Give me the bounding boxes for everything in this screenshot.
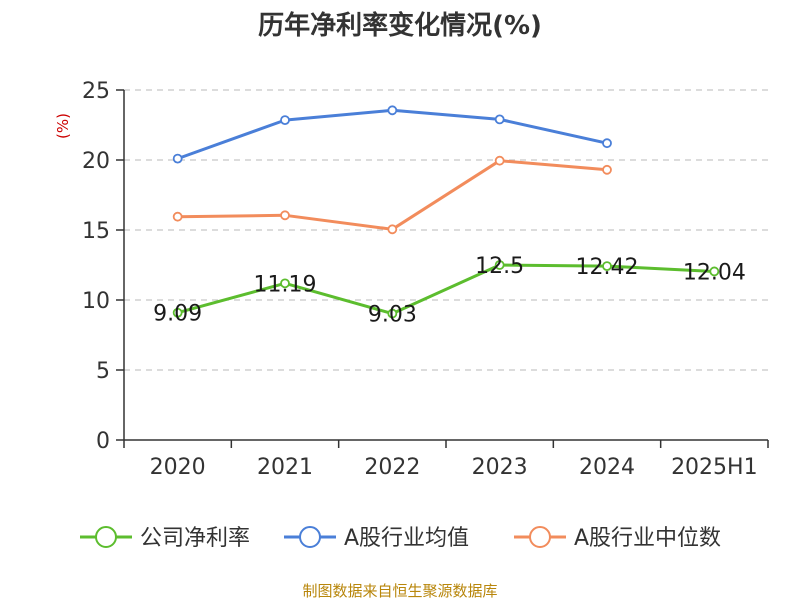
data-point[interactable]	[280, 115, 290, 125]
y-tick-label: 25	[82, 79, 110, 104]
data-point[interactable]	[172, 211, 183, 222]
data-point[interactable]	[602, 261, 612, 272]
legend: 公司净利率 A股行业均值 A股行业中位数	[80, 526, 721, 551]
data-point[interactable]	[494, 114, 505, 125]
legend-item-2[interactable]: A股行业中位数	[514, 526, 721, 551]
data-label: 11.19	[254, 272, 317, 297]
legend-label: A股行业中位数	[574, 526, 721, 551]
data-point[interactable]	[494, 155, 505, 166]
data-point[interactable]	[602, 164, 612, 175]
data-label: 9.09	[153, 302, 202, 327]
series-line	[177, 263, 715, 316]
legend-marker	[529, 526, 551, 548]
y-tick-label: 10	[82, 289, 110, 314]
legend-label: A股行业均值	[344, 526, 469, 551]
data-point[interactable]	[172, 153, 183, 164]
series-0	[172, 260, 720, 319]
chart-title: 历年净利率变化情况(%)	[258, 10, 542, 41]
data-point[interactable]	[172, 307, 183, 318]
axes: 0 5 10 15 20 25 2020 2021 2022 2023 2024 2025H1	[82, 79, 769, 480]
gridlines	[124, 89, 768, 371]
series-line	[177, 159, 608, 231]
data-label: 12.5	[475, 254, 524, 279]
data-label: 9.03	[368, 303, 417, 328]
y-tick-label: 5	[96, 359, 110, 384]
x-tick-label: 2022	[364, 455, 420, 480]
x-tick-label: 2025H1	[671, 455, 758, 480]
legend-marker	[95, 526, 117, 548]
series-1	[172, 105, 612, 164]
legend-item-0[interactable]: 公司净利率	[80, 526, 250, 551]
data-label: 12.42	[576, 255, 639, 280]
x-tick-label: 2020	[150, 455, 206, 480]
y-tick-label: 15	[82, 219, 110, 244]
source-note: 制图数据来自恒生聚源数据库	[302, 582, 497, 600]
data-point[interactable]	[280, 210, 290, 221]
data-point[interactable]	[387, 105, 398, 116]
y-axis-label: (%)	[54, 113, 72, 139]
x-tick-label: 2024	[579, 455, 635, 480]
data-point[interactable]	[387, 308, 398, 319]
series-line	[177, 108, 608, 161]
y-tick-label: 20	[82, 149, 110, 174]
data-labels: 9.09 11.19 9.03 12.5 12.42 12.04	[153, 254, 746, 328]
data-point[interactable]	[387, 224, 398, 235]
legend-marker	[299, 526, 321, 548]
x-tick-label: 2021	[257, 455, 313, 480]
series-group	[172, 105, 720, 319]
data-point[interactable]	[709, 266, 720, 277]
data-point[interactable]	[280, 278, 290, 289]
legend-item-1[interactable]: A股行业均值	[284, 526, 469, 551]
data-point[interactable]	[602, 138, 612, 149]
series-2	[172, 155, 612, 235]
y-tick-label: 0	[96, 429, 110, 454]
x-tick-label: 2023	[472, 455, 528, 480]
legend-label: 公司净利率	[140, 526, 250, 551]
data-label: 12.04	[683, 260, 746, 285]
data-point[interactable]	[494, 260, 505, 270]
